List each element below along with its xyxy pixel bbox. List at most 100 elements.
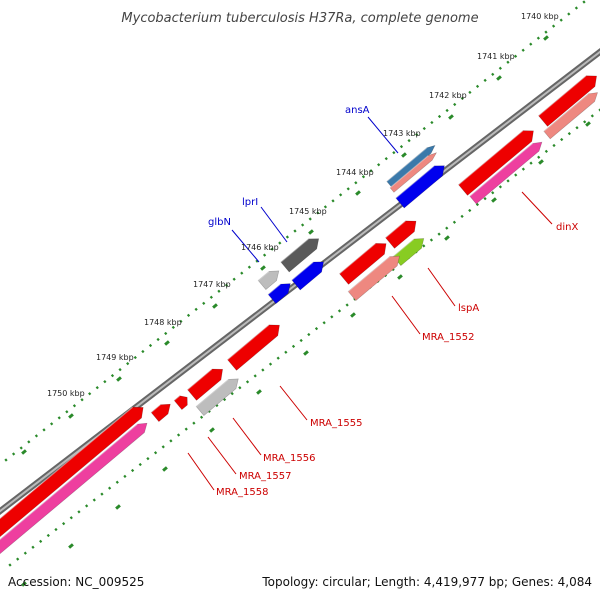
tick-dot [430, 120, 434, 125]
gene-label-lspA[interactable]: lspA [458, 303, 479, 314]
gene-block-bevel [0, 423, 138, 541]
kbp-tick [212, 303, 218, 309]
tick-dot [202, 301, 206, 305]
gene-block [173, 395, 188, 411]
tick-dot [148, 343, 153, 348]
gene-block [543, 92, 598, 140]
tick-dot [88, 392, 92, 396]
tick-label: 1747 kbp [193, 280, 231, 289]
tick-dot [34, 434, 39, 438]
gene-block [187, 368, 223, 401]
gene-label-ansA[interactable]: ansA [345, 105, 370, 116]
tick-dot [415, 132, 419, 137]
tick-dot [11, 452, 16, 456]
gene-block [339, 243, 387, 285]
gene-block [0, 422, 148, 555]
gene-label-MRA_1556[interactable]: MRA_1556 [263, 453, 315, 464]
tick-dot [192, 421, 196, 425]
tick-dot [551, 24, 556, 28]
gene-block [347, 255, 400, 302]
tick-label: 1744 kbp [336, 168, 374, 177]
gene-block-bevel [187, 368, 213, 391]
tick-dot [46, 533, 50, 538]
gene-label-MRA_1557[interactable]: MRA_1557 [239, 471, 291, 482]
gene-label-MRA_1555[interactable]: MRA_1555 [310, 418, 362, 429]
tick-dot [506, 179, 510, 183]
tick-dot [230, 392, 234, 396]
kbp-tick [444, 235, 450, 241]
kbp-tick [162, 466, 168, 472]
tick-dot [537, 155, 541, 159]
tick-dot [8, 563, 12, 567]
gene-label-dinX[interactable]: dinX [556, 222, 578, 233]
tick-dot [574, 6, 579, 10]
tick-dot [316, 211, 320, 215]
tick-dot [141, 349, 145, 354]
tick-dot [261, 368, 265, 372]
tick-label: 1748 kbp [144, 318, 182, 327]
kbp-tick [115, 504, 121, 510]
tick-dot [179, 319, 183, 324]
tick-dot [72, 404, 77, 408]
tick-dot [559, 18, 563, 22]
tick-dot [77, 510, 81, 514]
tick-dot [506, 60, 510, 64]
tick-dot [529, 42, 533, 46]
gene-block-bevel [543, 93, 589, 132]
tick-dot [498, 66, 502, 70]
label-leader-layer [187, 116, 553, 491]
tick-dot [437, 114, 442, 119]
tick-dot [475, 202, 480, 207]
tick-dot [437, 232, 441, 236]
tick-label: 1740 kbp [521, 12, 559, 21]
tick-dot [199, 415, 204, 419]
tick-dot [299, 338, 303, 343]
tick-dot [337, 309, 342, 313]
tick-dot [95, 386, 99, 390]
tick-dot [536, 36, 540, 40]
tick-dot [171, 325, 175, 330]
tick-dot [361, 175, 366, 179]
tick-dot [232, 277, 236, 281]
gene-label-glbN[interactable]: glbN [208, 217, 231, 228]
accession-text: Accession: NC_009525 [8, 575, 144, 589]
tick-dot [567, 132, 571, 136]
gene-block [195, 378, 239, 417]
tick-dot [285, 235, 290, 239]
tick-dot [224, 283, 229, 287]
tick-dot [118, 367, 122, 372]
tick-dot [39, 539, 43, 543]
tick-dot [475, 84, 480, 88]
gene-block-bevel [385, 220, 406, 239]
gene-label-lprI[interactable]: lprI [242, 197, 258, 208]
tick-dot [4, 458, 8, 462]
tick-dot [322, 321, 326, 325]
gene-block [0, 406, 144, 538]
tick-dot [80, 398, 84, 402]
tick-dot-layer [4, 0, 600, 587]
gene-block [389, 152, 438, 193]
tick-dot [598, 108, 600, 112]
tick-dot [65, 410, 69, 414]
tick-dot [575, 126, 579, 130]
tick-dot [245, 380, 250, 384]
gene-block-bevel [227, 324, 270, 361]
gene-label-MRA_1558[interactable]: MRA_1558 [216, 487, 268, 498]
tick-dot [354, 181, 358, 185]
tick-dot [62, 522, 66, 526]
tick-dot [126, 361, 130, 366]
tick-dot [544, 30, 548, 34]
gene-label-MRA_1552[interactable]: MRA_1552 [422, 332, 474, 343]
gene-block [469, 141, 543, 205]
tick-dot [300, 223, 305, 227]
tick-dot [176, 433, 181, 437]
map-title: Mycobacterium tuberculosis H37Ra, comple… [121, 11, 478, 26]
kbp-tick [308, 229, 314, 235]
tick-dot [293, 229, 297, 233]
kbp-tick [355, 190, 361, 196]
gene-block-bevel [173, 395, 181, 401]
tick-dot [138, 462, 142, 467]
kbp-tick [303, 350, 309, 356]
tick-dot [262, 253, 267, 257]
tick-dot [590, 114, 594, 118]
